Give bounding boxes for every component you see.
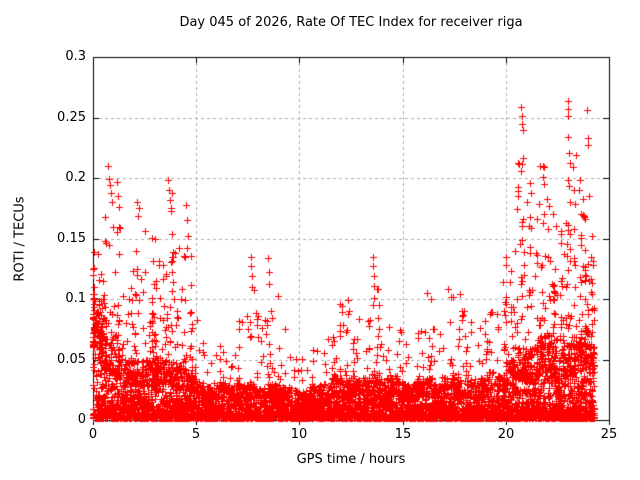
x-tick-label: 15	[394, 427, 412, 442]
chart-title: Day 045 of 2026, Rate Of TEC Index for r…	[179, 15, 523, 30]
x-axis-label: GPS time / hours	[296, 452, 406, 467]
x-tick-label: 5	[191, 427, 201, 442]
x-tick-label: 20	[497, 427, 515, 442]
y-tick-label: 0.1	[65, 291, 86, 306]
y-tick-label: 0.05	[57, 352, 86, 367]
y-axis-label: ROTI / TECUs	[12, 196, 28, 282]
y-tick-label: 0.2	[65, 170, 86, 185]
y-tick-label: 0.15	[57, 231, 86, 246]
y-tick-label: 0.25	[57, 110, 86, 125]
y-tick-label: 0	[77, 412, 86, 427]
x-tick-label: 25	[600, 427, 618, 442]
x-tick-label: 10	[290, 427, 308, 442]
x-tick-label: 0	[88, 427, 98, 442]
y-tick-label: 0.3	[65, 49, 86, 64]
